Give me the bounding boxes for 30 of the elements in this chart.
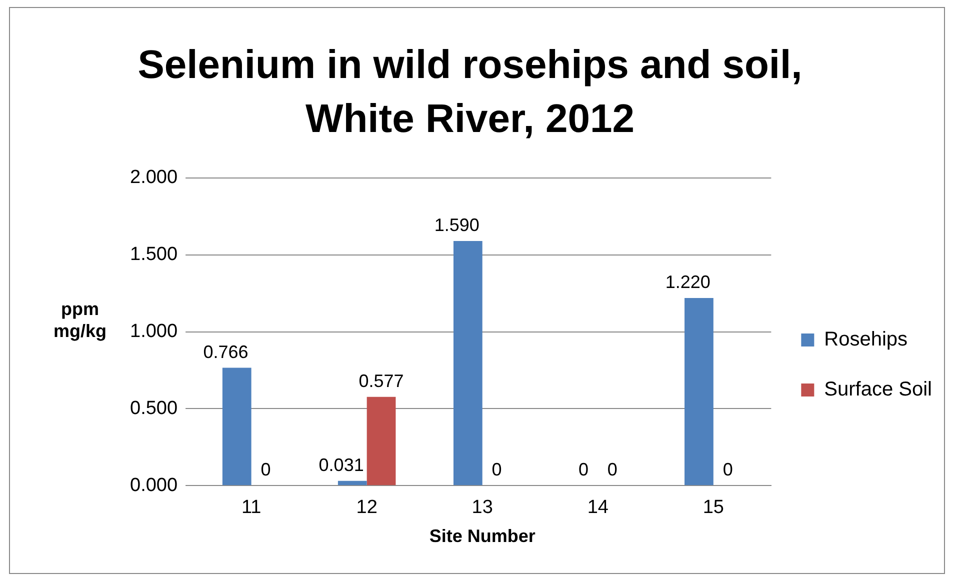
- bar: [453, 241, 482, 486]
- legend-label: Surface Soil: [824, 378, 932, 401]
- y-tick-label: 1.500: [130, 244, 178, 266]
- data-label: 0: [578, 460, 588, 480]
- data-label: 0.031: [318, 454, 364, 475]
- x-tick-label: 15: [702, 497, 724, 518]
- data-label: 0: [722, 460, 733, 480]
- y-tick-label: 1.000: [130, 321, 178, 342]
- bar: [338, 480, 367, 486]
- data-label: 1.590: [434, 215, 480, 236]
- data-label: 0: [607, 460, 618, 480]
- data-label: 0.766: [203, 342, 248, 362]
- data-label: 0: [260, 460, 271, 480]
- x-axis-title: Site Number: [429, 526, 536, 546]
- data-label: 0: [492, 460, 502, 480]
- bar: [222, 368, 252, 486]
- legend-label: Rosehips: [824, 328, 908, 351]
- data-label: 0.577: [358, 370, 404, 391]
- x-tick-label: 12: [356, 497, 378, 518]
- y-tick-label: 2.000: [130, 167, 178, 188]
- bar: [366, 396, 396, 486]
- y-axis-title: ppm mg/kg: [52, 298, 108, 342]
- y-tick-label: 0.000: [130, 474, 178, 496]
- x-tick-label: 13: [472, 497, 493, 518]
- y-tick-label: 0.500: [130, 398, 178, 419]
- x-tick-label: 14: [587, 497, 609, 518]
- chart-title: Selenium in wild rosehips and soil, White River, 2012: [136, 42, 804, 143]
- x-tick-label: 11: [241, 497, 262, 518]
- data-label: 1.220: [665, 272, 710, 292]
- bar: [684, 298, 714, 486]
